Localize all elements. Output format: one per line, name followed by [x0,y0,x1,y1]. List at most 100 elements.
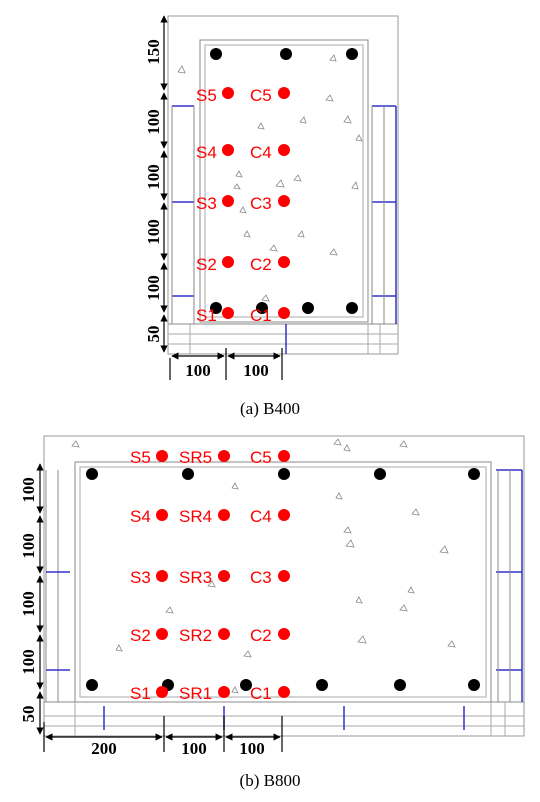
sensor-label: SR4 [179,507,212,526]
sensor-label: S3 [130,568,151,587]
dim-label: 100 [19,533,38,559]
sensor-dot [156,509,168,521]
rebar [278,468,290,480]
sensor-labels-b: S5 SR5 C5 S4 SR4 C4 S3 SR3 C3 S2 SR2 C2 … [130,448,272,703]
rebar [302,302,314,314]
rebar [394,679,406,691]
rebar [210,302,222,314]
rebar [86,468,98,480]
sensor-label: C4 [250,507,272,526]
vertical-dim-labels-a: 150 100 100 100 100 50 [144,39,163,342]
sensor-label: SR5 [179,448,212,467]
sensor-label: S4 [130,507,151,526]
dim-label: 150 [144,39,163,65]
sensor-label: SR1 [179,684,212,703]
dim-label: 200 [91,739,117,758]
sensor-dot [222,307,234,319]
sensor-dot [222,195,234,207]
sensor-label: S5 [196,86,217,105]
dim-label: 50 [19,706,38,723]
dim-label: 50 [144,326,163,343]
sensor-label: C3 [250,568,272,587]
sensor-label: C1 [250,684,272,703]
dim-label: 100 [144,109,163,135]
dim-label: 100 [144,219,163,245]
dim-label: 100 [144,164,163,190]
sensor-dot [278,450,290,462]
rebar [280,48,292,60]
sensors-a [222,87,290,319]
rebar [86,679,98,691]
sensor-dot [278,256,290,268]
panel-b400: S5 C5 S4 C4 S3 C3 S2 C2 S1 C1 150 100 10… [144,15,399,418]
sensor-label: C1 [250,306,272,325]
dim-label: 100 [19,591,38,617]
sensor-label: S4 [196,143,217,162]
caption-b400: (a) B400 [240,399,300,418]
sensors-b [156,450,290,698]
sensor-label: C2 [250,626,272,645]
horizontal-dimensions-a [169,348,283,380]
sensor-dot [278,628,290,640]
dim-label: 100 [19,649,38,675]
dim-label: 100 [19,477,38,503]
dim-label: 100 [144,275,163,301]
sensor-label: C5 [250,448,272,467]
sensor-dot [278,87,290,99]
dim-label: 100 [239,739,265,758]
rebar [240,679,252,691]
aggregate-a [177,54,363,302]
dim-label: 100 [181,739,207,758]
sensor-label: S3 [196,194,217,213]
rebar [182,468,194,480]
rebar [346,48,358,60]
sensor-label: SR3 [179,568,212,587]
sensor-label: SR2 [179,626,212,645]
sensor-label: C5 [250,86,272,105]
rebar [256,302,268,314]
sensor-dot [278,686,290,698]
sensor-label: S2 [130,626,151,645]
sensor-dot [218,450,230,462]
caption-b800: (b) B800 [240,771,301,790]
vertical-dim-labels-b: 100 100 100 100 50 [19,477,38,722]
rebars-b [86,468,480,691]
sensor-dot [222,144,234,156]
sensor-dot [278,144,290,156]
sensor-dot [156,686,168,698]
sensor-dot [156,450,168,462]
rebars-a [210,48,358,314]
panel-b800: S5 SR5 C5 S4 SR4 C4 S3 SR3 C3 S2 SR2 C2 … [19,435,525,790]
sensor-label: C3 [250,194,272,213]
sensor-dot [278,570,290,582]
rebar [316,679,328,691]
sensor-dot [156,570,168,582]
sensor-label: S1 [196,306,217,325]
rebar [468,679,480,691]
sensor-dot [222,87,234,99]
sensor-dot [218,570,230,582]
sensor-label: S1 [130,684,151,703]
sensor-dot [278,307,290,319]
sensor-dot [156,628,168,640]
aggregate-b [71,438,456,694]
rebar [468,468,480,480]
sensor-dot [218,628,230,640]
rebar [374,468,386,480]
sensor-dot [218,509,230,521]
sensor-dot [278,195,290,207]
rebar [346,302,358,314]
rebar [210,48,222,60]
sensor-label: S5 [130,448,151,467]
sensor-labels-a: S5 C5 S4 C4 S3 C3 S2 C2 S1 C1 [196,86,272,325]
sensor-label: S2 [196,255,217,274]
horizontal-dimensions-b [43,716,283,752]
sensor-dot [278,509,290,521]
formwork-inner-a [199,39,369,323]
sensor-dot [222,256,234,268]
sensor-dot [218,686,230,698]
sensor-label: C2 [250,255,272,274]
dim-label: 100 [185,361,211,380]
dim-label: 100 [243,361,269,380]
